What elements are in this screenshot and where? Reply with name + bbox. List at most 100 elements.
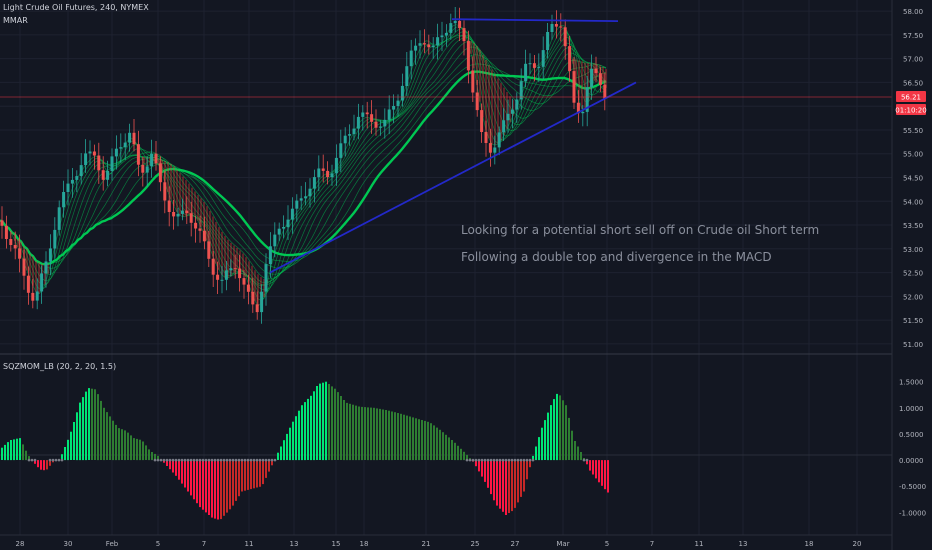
squeeze-dot: [468, 458, 472, 462]
momentum-bar: [190, 460, 192, 496]
squeeze-dot: [483, 458, 487, 462]
momentum-bar: [139, 439, 141, 461]
candle-body: [374, 121, 378, 128]
squeeze-dot: [195, 458, 199, 462]
candle-body: [449, 23, 453, 33]
momentum-bar: [601, 460, 603, 486]
candle-body: [242, 278, 246, 285]
momentum-bar: [157, 455, 159, 461]
momentum-bar: [553, 399, 555, 461]
candle-body: [114, 148, 118, 157]
price-axis[interactable]: 58.0057.5057.0056.5056.0055.5055.0054.50…: [903, 8, 923, 349]
candle-body: [598, 73, 602, 85]
subpanel-label[interactable]: SQZMOM_LB (20, 2, 20, 1.5): [3, 362, 116, 371]
candle-body: [365, 112, 369, 115]
time-tick-label: 18: [805, 540, 814, 548]
momentum-bar: [568, 417, 570, 460]
momentum-bar: [211, 460, 213, 518]
momentum-bar: [526, 460, 528, 480]
candle-body: [559, 26, 563, 28]
momentum-bar: [373, 407, 375, 461]
momentum-bar: [196, 460, 198, 504]
candle-body: [66, 183, 70, 192]
momentum-bar: [37, 460, 39, 468]
momentum-tick-label: -0.5000: [899, 483, 926, 491]
momentum-bar: [310, 395, 312, 461]
candle-body: [48, 248, 52, 262]
candle-body: [57, 207, 61, 230]
squeeze-dot: [165, 458, 169, 462]
ma-line: [0, 24, 607, 307]
momentum-bar: [109, 416, 111, 460]
momentum-bar: [253, 460, 255, 489]
momentum-bar: [193, 460, 195, 500]
momentum-bar: [175, 460, 177, 476]
candle-body: [462, 28, 466, 42]
squeeze-dot: [219, 458, 223, 462]
candle-body: [158, 163, 162, 183]
candle-body: [400, 85, 404, 101]
momentum-bar: [334, 388, 336, 460]
candle-body: [295, 200, 299, 209]
momentum-bar: [178, 460, 180, 480]
momentum-bar: [409, 416, 411, 461]
candle-body: [202, 230, 206, 242]
momentum-bar: [184, 460, 186, 488]
momentum-bar: [151, 452, 153, 461]
candle-body: [26, 275, 30, 293]
squeeze-dot: [477, 458, 481, 462]
momentum-bar: [319, 383, 321, 460]
momentum-bar: [370, 407, 372, 461]
candle-body: [0, 220, 4, 226]
time-axis[interactable]: 28 30 Feb 5 7 11 13 15 18 21 25 27 Mar 5 7 11 13 18 20: [16, 540, 862, 548]
momentum-bar: [511, 460, 513, 512]
candle-body: [493, 147, 497, 153]
momentum-bar: [70, 431, 72, 460]
time-tick-label: 25: [471, 540, 480, 548]
candle-body: [101, 170, 105, 180]
momentum-bar: [280, 446, 282, 461]
ma-line: [0, 31, 607, 291]
candle-body: [339, 143, 343, 158]
momentum-bar: [487, 460, 489, 488]
time-tick-label: Mar: [556, 540, 569, 548]
momentum-bar: [451, 440, 453, 460]
candle-body: [585, 87, 589, 112]
candle-body: [330, 173, 334, 178]
price-badge: [896, 91, 926, 102]
momentum-bar: [442, 432, 444, 461]
candle-body: [352, 128, 356, 135]
momentum-bar: [541, 427, 543, 461]
candle-body: [176, 213, 180, 217]
momentum-axis[interactable]: 1.5000 1.0000 0.5000 0.0000 -0.5000 -1.0000: [899, 379, 926, 518]
momentum-bar: [391, 411, 393, 461]
candle-body: [84, 153, 88, 166]
candle-body: [405, 66, 409, 86]
momentum-bar: [376, 408, 378, 461]
momentum-bar: [247, 460, 249, 490]
momentum-bar: [385, 410, 387, 460]
squeeze-dot: [174, 458, 178, 462]
candle-body: [475, 92, 479, 111]
momentum-bar: [331, 386, 333, 461]
momentum-bar: [508, 460, 510, 513]
momentum-bar: [598, 460, 600, 483]
candle-body: [409, 50, 413, 67]
momentum-bar: [256, 460, 258, 488]
squeeze-dot: [210, 458, 214, 462]
time-tick-label: 15: [332, 540, 341, 548]
candle-body: [264, 264, 268, 292]
time-tick-label: 7: [650, 540, 654, 548]
momentum-bar: [115, 424, 117, 461]
momentum-bar: [187, 460, 189, 492]
candle-body: [581, 111, 585, 114]
squeeze-dot: [267, 458, 271, 462]
squeeze-dot: [222, 458, 226, 462]
momentum-bar: [460, 448, 462, 461]
candle-body: [216, 274, 220, 280]
momentum-bar: [214, 460, 216, 519]
indicator-label[interactable]: MMAR: [3, 16, 28, 25]
momentum-bar: [355, 405, 357, 461]
squeeze-dot: [519, 458, 523, 462]
